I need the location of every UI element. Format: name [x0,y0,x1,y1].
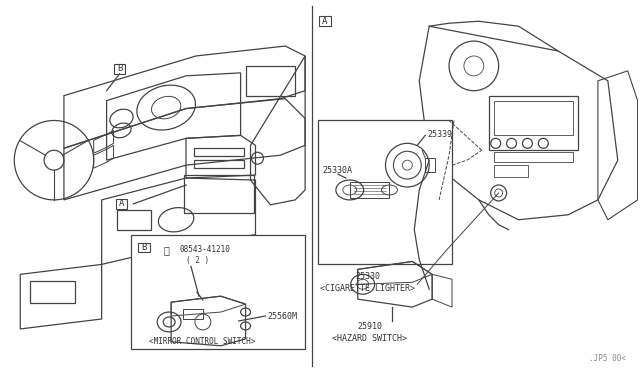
Bar [318,121,452,264]
Text: 25330: 25330 [355,272,380,281]
Bar [319,16,331,26]
Text: <CIGARETTE LIGHTER>: <CIGARETTE LIGHTER> [320,284,415,293]
Text: Ⓢ: Ⓢ [163,246,169,256]
Bar [30,281,75,303]
Text: <MIRROR CONTROL SWITCH>: <MIRROR CONTROL SWITCH> [149,337,255,346]
Bar [493,165,529,177]
Text: 25560M: 25560M [268,311,298,321]
Text: B: B [141,243,147,252]
Bar [194,148,244,156]
Text: B: B [117,64,122,73]
Bar [425,158,435,172]
Text: <HAZARD SWITCH>: <HAZARD SWITCH> [332,334,407,343]
Text: 25339: 25339 [427,130,452,139]
Bar [194,160,244,168]
Bar [489,96,578,150]
Bar [246,66,295,96]
Text: A: A [323,17,328,26]
Bar [493,101,573,135]
Text: .JP5 00<: .JP5 00< [589,354,626,363]
Text: 25330A: 25330A [322,166,352,174]
Bar [116,199,127,209]
Bar [493,152,573,162]
Bar [138,243,150,253]
Bar [183,309,203,319]
Bar [131,235,305,349]
Bar [116,210,151,230]
Text: ( 2 ): ( 2 ) [186,256,209,265]
Bar [113,64,125,74]
Text: A: A [119,199,124,208]
Text: 08543-41210: 08543-41210 [179,245,230,254]
Bar [184,175,253,213]
Text: 25910: 25910 [357,323,382,331]
Bar [350,182,390,198]
